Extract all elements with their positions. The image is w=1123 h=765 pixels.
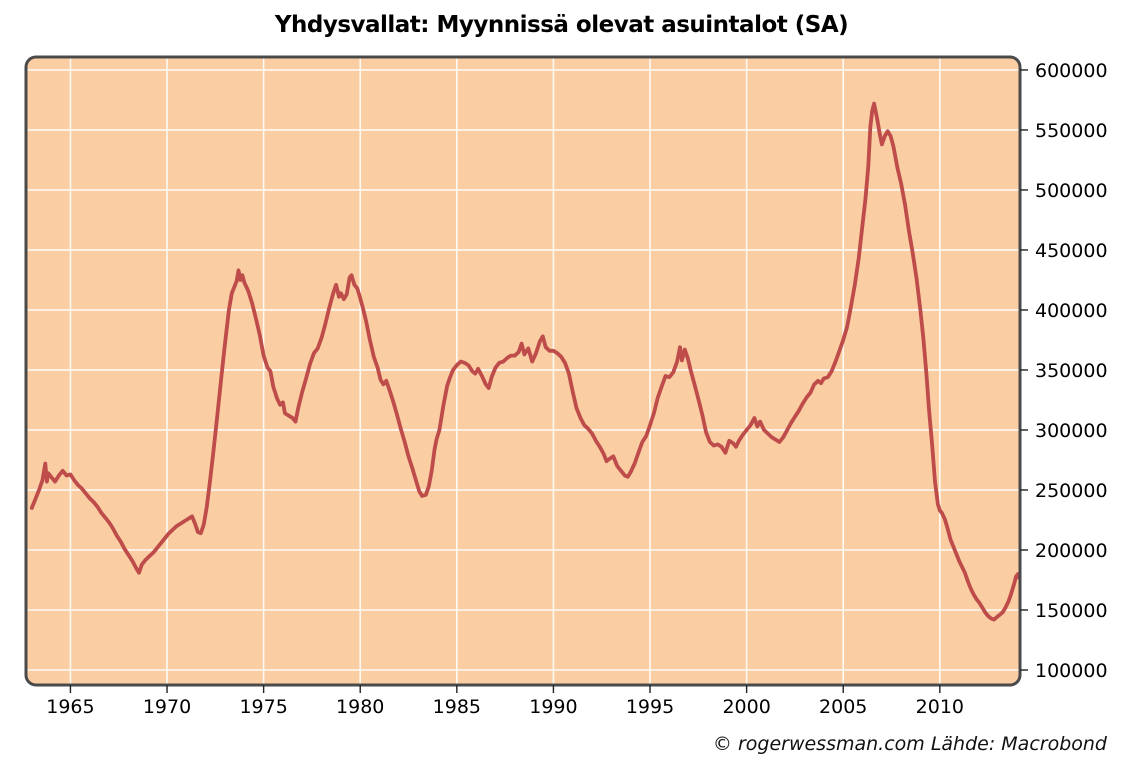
x-axis-label: 1990 xyxy=(529,696,577,718)
y-axis-label: 200000 xyxy=(1035,540,1108,562)
y-axis-label: 350000 xyxy=(1035,360,1108,382)
y-axis-label: 150000 xyxy=(1035,600,1108,622)
y-axis-label: 400000 xyxy=(1035,300,1108,322)
y-axis-label: 550000 xyxy=(1035,120,1108,142)
y-axis-label: 450000 xyxy=(1035,240,1108,262)
gridlines xyxy=(26,57,1020,685)
x-axis-label: 2000 xyxy=(722,696,770,718)
x-axis-label: 1975 xyxy=(239,696,287,718)
plot-frame xyxy=(24,55,1022,687)
y-axis-label: 250000 xyxy=(1035,480,1108,502)
x-axis-label: 2005 xyxy=(819,696,867,718)
series-line-houses-for-sale xyxy=(29,101,1020,622)
x-axis-label: 1980 xyxy=(336,696,384,718)
y-axis-label: 600000 xyxy=(1035,60,1108,82)
x-axis-label: 2010 xyxy=(916,696,964,718)
chart-title: Yhdysvallat: Myynnissä olevat asuintalot… xyxy=(274,12,849,38)
y-axis-label: 300000 xyxy=(1035,420,1108,442)
plot-area xyxy=(26,57,1020,685)
x-axis-label: 1995 xyxy=(626,696,674,718)
y-axis: 100000 150000 200000 250000 300000 350000 4000… xyxy=(1020,60,1108,682)
attribution-text: © rogerwessman.com Lähde: Macrobond xyxy=(712,733,1107,755)
x-axis-label: 1985 xyxy=(433,696,481,718)
x-axis: 1965 1970 1975 1980 1985 1990 1995 2000 2005 2010 xyxy=(46,685,964,718)
x-axis-label: 1965 xyxy=(46,696,94,718)
x-axis-label: 1970 xyxy=(143,696,191,718)
y-axis-label: 500000 xyxy=(1035,180,1108,202)
y-axis-label: 100000 xyxy=(1035,660,1108,682)
